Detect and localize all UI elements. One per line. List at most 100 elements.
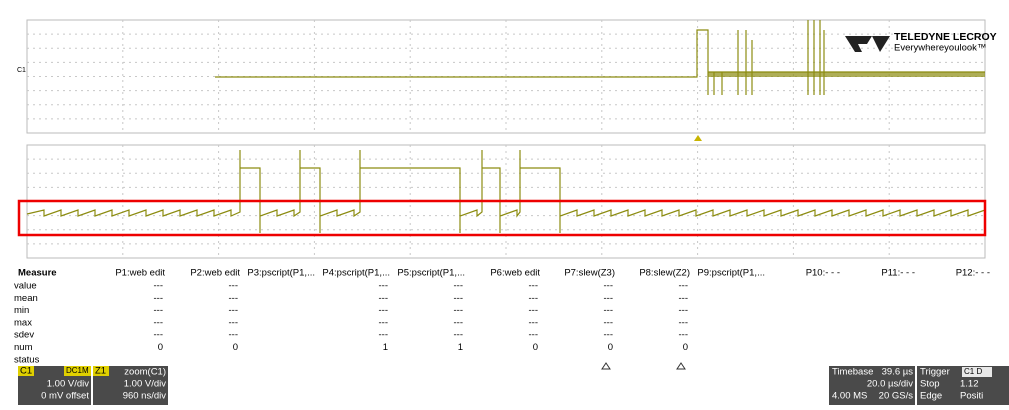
cell-value: --- [154, 293, 164, 304]
cell-value: --- [529, 317, 539, 328]
cell-value: 0 [608, 342, 613, 353]
table-header: P4:pscript(P1,... [322, 268, 390, 279]
cell-value: --- [604, 305, 614, 316]
cell-value: 0 [158, 342, 163, 353]
z1-timebase: 960 ns/div [123, 391, 167, 402]
cell-value: --- [229, 293, 239, 304]
cell-value: --- [604, 281, 614, 292]
timebase-scale: 20.0 µs/div [867, 379, 913, 390]
timebase-rate: 20 GS/s [879, 391, 914, 402]
table-header: Measure [18, 268, 57, 279]
cell-value: --- [529, 293, 539, 304]
cell-value: --- [454, 305, 464, 316]
cell-value: --- [379, 293, 389, 304]
row-label: value [14, 281, 37, 292]
status-warning-icon [601, 362, 611, 370]
cell-value: 0 [233, 342, 238, 353]
highlight-box [17, 199, 987, 237]
z1-source: zoom(C1) [124, 367, 166, 378]
c1-coupling: DC1M [66, 366, 89, 375]
table-header: P1:web edit [115, 268, 165, 279]
cell-value: --- [454, 293, 464, 304]
cell-value: 1 [383, 342, 388, 353]
cell-value: 1 [458, 342, 463, 353]
table-header: P11:- - - [881, 268, 915, 279]
cell-value: --- [379, 317, 389, 328]
table-header: P10:- - - [806, 268, 840, 279]
trigger-type: Edge [920, 391, 942, 402]
trigger-slope: Positi [960, 391, 983, 402]
table-header: P7:slew(Z3) [564, 268, 615, 279]
cell-value: --- [154, 305, 164, 316]
trigger-mode: Stop [920, 379, 940, 390]
c1-coupling-badge [64, 366, 91, 376]
timebase-samples: 4.00 MS [832, 391, 867, 402]
c1-waveform [215, 20, 985, 95]
table-header: P5:pscript(P1,... [397, 268, 465, 279]
c1-noise-band [708, 72, 985, 77]
table-header: P2:web edit [190, 268, 240, 279]
cell-value: --- [379, 281, 389, 292]
c1-badge [18, 366, 34, 376]
timebase-panel [829, 366, 915, 405]
cell-value: --- [229, 281, 239, 292]
c1-scale: 1.00 V/div [47, 379, 89, 390]
z1-name: Z1 [95, 366, 106, 377]
cell-value: --- [679, 330, 689, 341]
logo-mark [845, 36, 872, 52]
logo-tagline: Everywhereyoulook™ [894, 43, 986, 54]
zoom-waveform [26, 150, 986, 233]
cell-value: --- [379, 330, 389, 341]
cell-value: --- [229, 330, 239, 341]
c1-name: C1 [20, 366, 32, 377]
trigger-source: C1 D [964, 367, 982, 376]
cell-value: --- [454, 330, 464, 341]
timebase-title: Timebase [832, 367, 873, 378]
cell-value: --- [229, 317, 239, 328]
cell-value: --- [604, 330, 614, 341]
cell-value: --- [454, 281, 464, 292]
cell-value: --- [154, 281, 164, 292]
cell-value: --- [604, 293, 614, 304]
logo: TELEDYNE LECROY Everywhereyoulook™ [845, 31, 997, 54]
logo-mark [872, 36, 890, 52]
table-header: P6:web edit [490, 268, 540, 279]
row-label: max [14, 317, 32, 328]
measure-table: Measure P1:web edit P2:web edit P3:pscript(… [14, 268, 990, 366]
row-label: mean [14, 293, 38, 304]
cell-value: --- [604, 317, 614, 328]
row-label: num [14, 342, 33, 353]
grids [27, 20, 985, 258]
cell-value: --- [379, 305, 389, 316]
cell-value: 0 [533, 342, 538, 353]
cell-value: --- [154, 317, 164, 328]
status-warning-icon [676, 362, 686, 370]
cell-value: --- [679, 305, 689, 316]
table-header: P3:pscript(P1,... [247, 268, 315, 279]
c1-offset: 0 mV offset [41, 391, 89, 402]
cell-value: --- [679, 317, 689, 328]
row-label: sdev [14, 330, 34, 341]
row-label: min [14, 305, 29, 316]
timebase-delay: 39.6 µs [882, 367, 914, 378]
z1-badge [93, 366, 109, 376]
cell-value: --- [679, 281, 689, 292]
cell-value: 0 [683, 342, 688, 353]
cell-value: --- [529, 305, 539, 316]
c1-marker: C1 [17, 67, 26, 74]
logo-brand: TELEDYNE LECROY [894, 31, 997, 43]
cell-value: --- [529, 281, 539, 292]
table-header: P12:- - - [956, 268, 990, 279]
cell-value: --- [154, 330, 164, 341]
table-header: P8:slew(Z2) [639, 268, 690, 279]
trigger-source-badge [962, 367, 992, 377]
trigger-title: Trigger [920, 367, 950, 378]
table-header: P9:pscript(P1,... [697, 268, 765, 279]
trigger-marker [694, 135, 702, 141]
row-label: status [14, 354, 40, 365]
cell-value: --- [229, 305, 239, 316]
trigger-level: 1.12 [960, 379, 979, 390]
cell-value: --- [529, 330, 539, 341]
